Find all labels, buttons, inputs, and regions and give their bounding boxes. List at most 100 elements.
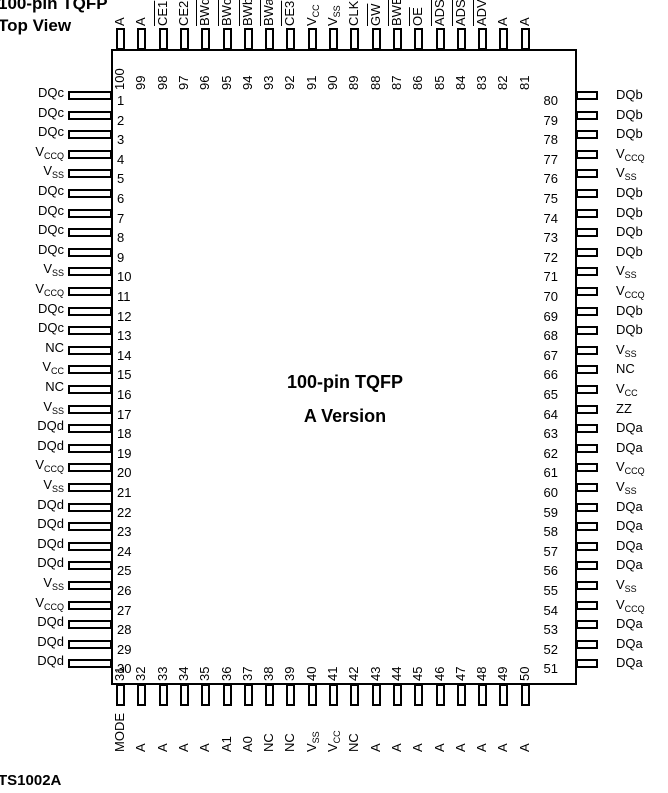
pin-lead-top — [265, 28, 275, 50]
pin-number-left: 21 — [117, 485, 132, 500]
pin-name-bottom: A — [154, 743, 170, 752]
pin-lead-top — [478, 28, 488, 50]
pin-name-text: V — [616, 479, 625, 494]
pin-name-text: DQb — [616, 224, 643, 240]
pin-number-right: 57 — [543, 543, 558, 559]
pin-name-right: DQb — [616, 205, 643, 220]
pin-number-right: 77 — [543, 151, 558, 167]
pin-name-left: DQd — [0, 536, 64, 551]
pin-number-left: 22 — [117, 504, 132, 520]
pin-lead-left — [68, 385, 112, 394]
pin-name-left: NC — [0, 340, 64, 355]
pin-name-top: A — [517, 17, 532, 26]
pin-name-text: DQd — [37, 496, 64, 512]
pin-lead-left — [68, 659, 112, 669]
pin-number-bottom: 47 — [452, 666, 468, 681]
pin-name-subscript: SS — [332, 5, 342, 18]
pin-name-text: V — [43, 163, 52, 179]
pin-lead-right — [576, 581, 598, 590]
pin-name-bottom: A0 — [240, 736, 255, 752]
pin-lead-right — [576, 345, 598, 355]
pin-name-text: DQb — [616, 302, 643, 318]
pin-lead-right — [576, 189, 598, 198]
pin-name-left: DQc — [0, 125, 64, 139]
pin-number-left: 8 — [117, 230, 125, 246]
pin-name-top: BWb — [239, 0, 255, 26]
pin-number-right: 74 — [543, 210, 558, 226]
pin-name-bottom: A — [410, 743, 426, 752]
pin-name-bottom: A1 — [219, 736, 234, 752]
pin-name-right: DQa — [616, 558, 643, 572]
pin-name-text: BWa — [261, 0, 277, 26]
pin-lead-bottom — [286, 684, 296, 706]
pin-name-text: V — [616, 577, 625, 592]
diagram-title: 100-pin TQFP — [0, 0, 108, 13]
pin-lead-bottom — [201, 684, 211, 706]
pin-lead-left — [68, 502, 112, 512]
pin-lead-left — [68, 581, 112, 590]
pin-lead-right — [576, 149, 598, 159]
pin-lead-left — [68, 600, 112, 610]
pin-name-text: V — [616, 381, 625, 396]
pin-lead-left — [68, 345, 112, 355]
pin-lead-left — [68, 522, 112, 532]
pin-name-text: DQd — [37, 633, 64, 649]
pin-name-subscript: CCQ — [624, 466, 645, 477]
pin-number-top: 94 — [239, 75, 255, 90]
pin-number-left: 24 — [117, 543, 132, 559]
pin-name-text: DQa — [616, 420, 643, 436]
pin-name-top: BWc — [219, 0, 234, 26]
pin-name-text: DQa — [616, 635, 643, 651]
pin-name-text: DQd — [37, 653, 64, 669]
pin-name-subscript: CC — [624, 388, 638, 398]
pin-lead-bottom — [179, 684, 189, 706]
pin-name-text: V — [303, 743, 319, 752]
pin-name-left: VCCQ — [0, 595, 64, 611]
pin-name-text: V — [325, 17, 340, 26]
pin-number-bottom: 45 — [410, 666, 426, 681]
pin-name-text: DQb — [616, 185, 643, 200]
pin-lead-left — [68, 463, 112, 473]
pin-number-top: 100 — [112, 68, 127, 90]
pin-name-text: BWb — [239, 0, 255, 26]
pin-name-top: GW — [368, 4, 383, 26]
pin-name-text: A — [154, 743, 170, 752]
pin-lead-top — [414, 28, 424, 50]
pin-name-subscript: SS — [624, 172, 637, 183]
pin-number-top: 88 — [367, 75, 383, 90]
pin-number-top: 99 — [133, 75, 149, 90]
pin-name-top: ADV — [474, 0, 489, 26]
pin-number-bottom: 44 — [388, 666, 404, 681]
pin-name-left: VSS — [0, 399, 64, 415]
pin-lead-left — [68, 443, 112, 453]
pin-name-text: DQd — [37, 437, 64, 453]
pin-name-text: DQc — [38, 222, 64, 238]
pin-name-text: V — [325, 743, 340, 752]
pin-name-text: V — [616, 459, 625, 475]
pin-lead-left — [68, 365, 112, 375]
pin-number-left: 15 — [117, 367, 132, 383]
pin-name-text: DQa — [616, 537, 643, 553]
pin-name-text: A — [410, 743, 426, 752]
pin-name-top: ADSP — [453, 0, 468, 26]
pin-name-top: VSS — [325, 5, 342, 26]
pin-name-left: VCC — [0, 360, 64, 377]
pin-name-right: VCCQ — [616, 597, 645, 613]
pin-lead-top — [499, 28, 509, 50]
pin-name-text: DQb — [616, 106, 643, 122]
pin-lead-bottom — [392, 684, 402, 706]
pin-name-text: DQa — [616, 498, 643, 514]
pin-name-top: CE2 — [176, 1, 191, 26]
pin-number-right: 53 — [543, 622, 558, 638]
pin-number-right: 58 — [543, 524, 558, 540]
pin-name-bottom: VCC — [325, 730, 342, 752]
pin-name-right: VSS — [616, 577, 637, 594]
package-label: 100-pin TQFP — [286, 372, 403, 392]
pin-name-right: DQa — [616, 537, 643, 553]
pin-name-left: VSS — [0, 576, 64, 592]
pin-lead-left — [68, 483, 112, 492]
pin-name-subscript: CC — [332, 730, 342, 744]
pin-name-subscript: CC — [51, 366, 64, 377]
pin-lead-left — [68, 91, 112, 100]
pin-lead-left — [68, 110, 112, 120]
